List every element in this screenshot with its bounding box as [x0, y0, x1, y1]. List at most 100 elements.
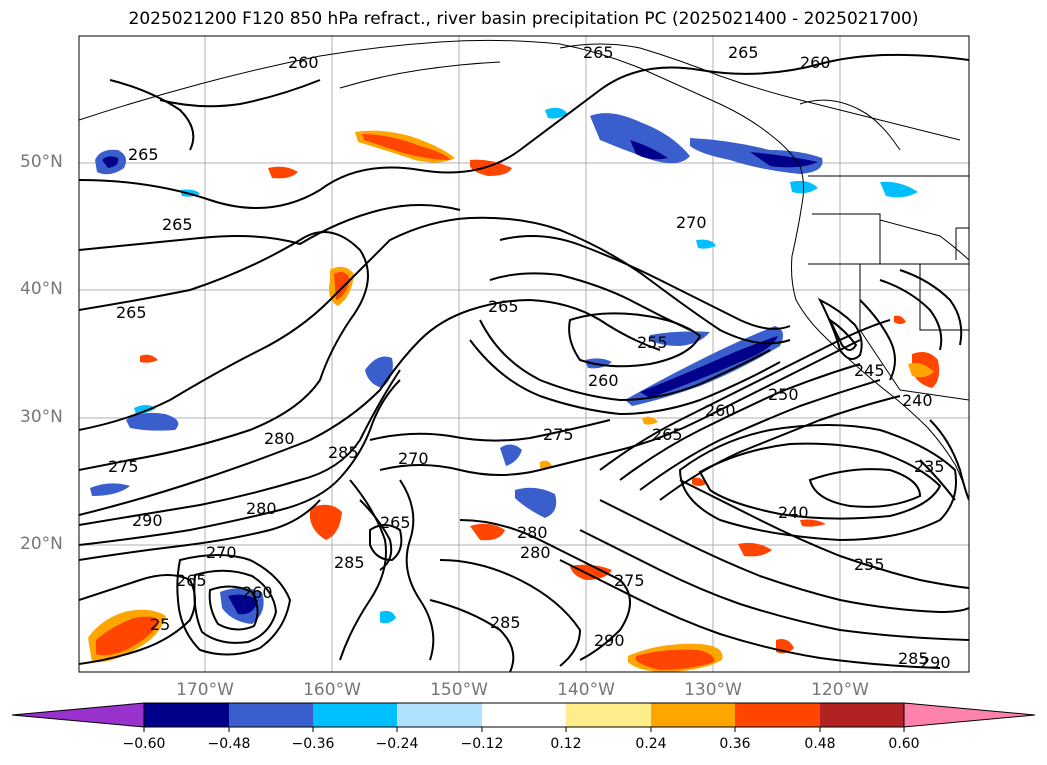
contour-label: 265: [162, 215, 193, 234]
lon-label-150w: 150°W: [430, 680, 488, 700]
colorbar-bin: [144, 703, 229, 727]
precip-blob: [570, 564, 612, 580]
precip-blob: [738, 542, 772, 557]
colorbar-bin: [735, 703, 820, 727]
contour-label: 240: [778, 503, 809, 522]
precip-blob: [642, 416, 658, 425]
precip-blob: [470, 523, 505, 541]
precip-blob: [800, 519, 826, 527]
colorbar-tick-label: 0.36: [719, 736, 751, 752]
contour-label: 25: [150, 615, 170, 634]
refractivity-contours: [79, 53, 969, 672]
colorbar-tick-label: −0.36: [291, 736, 335, 752]
precip-blob: [470, 159, 512, 176]
contour-label: 260: [588, 371, 619, 390]
colorbar-bin: [566, 703, 651, 727]
precip-blob: [134, 405, 156, 414]
precip-blob: [630, 140, 668, 160]
contour-label: 280: [517, 523, 548, 542]
precip-blob: [880, 181, 918, 198]
colorbar-bin: [397, 703, 482, 727]
contour-label: 265: [488, 297, 519, 316]
precip-blob: [696, 239, 716, 249]
lat-label-20n: 20°N: [20, 534, 63, 554]
contour-label: 290: [132, 511, 163, 530]
colorbar-bin: [820, 703, 904, 727]
precip-blob: [102, 156, 119, 168]
precip-blob: [515, 487, 557, 518]
colorbar-tick-label: −0.24: [375, 736, 419, 752]
colorbar-bin: [651, 703, 735, 727]
precip-blob: [590, 113, 690, 164]
contour-label: 285: [490, 613, 521, 632]
contour-label: 265: [116, 303, 147, 322]
contour-label: 285: [328, 443, 359, 462]
contour-label: 260: [288, 53, 319, 72]
contour-label: 255: [854, 555, 885, 574]
chart-title: 2025021200 F120 850 hPa refract., river …: [128, 9, 919, 29]
precip-blob: [310, 504, 342, 540]
contour-label: 285: [898, 649, 929, 668]
precip-blob: [894, 315, 906, 324]
map-frame: [78, 35, 970, 673]
precip-blob: [96, 616, 160, 656]
precip-blob: [545, 107, 568, 119]
precip-blob: [90, 483, 130, 496]
contour-label: 235: [914, 457, 945, 476]
lat-label-40n: 40°N: [20, 279, 63, 299]
lat-label-30n: 30°N: [20, 407, 63, 427]
contour-label: 275: [543, 425, 574, 444]
lon-label-120w: 120°W: [811, 680, 869, 700]
lat-label-50n: 50°N: [20, 152, 63, 172]
contour-label: 250: [768, 385, 799, 404]
contour-label: 260: [705, 401, 736, 420]
precip-blob: [640, 336, 778, 398]
contour-label: 265: [128, 145, 159, 164]
contour-label: 240: [902, 391, 933, 410]
contour-label: 280: [520, 543, 551, 562]
precip-blob: [140, 354, 158, 363]
precip-blob: [380, 610, 396, 624]
contour-label: 285: [334, 553, 365, 572]
precip-blob: [636, 649, 715, 670]
contour-label: 260: [800, 53, 831, 72]
precip-blob: [268, 166, 298, 179]
precip-blob: [908, 363, 934, 378]
contour-label: 280: [264, 429, 295, 448]
colorbar-max-arrow: [903, 702, 1036, 728]
colorbar-tick-label: 0.48: [804, 736, 836, 752]
precip-blob: [540, 460, 552, 469]
lon-label-130w: 130°W: [684, 680, 742, 700]
contour-label: 290: [594, 631, 625, 650]
contour-label: 270: [398, 449, 429, 468]
contour-label: 270: [676, 213, 707, 232]
precipitation-shading: [88, 107, 940, 672]
colorbar-min-arrow: [11, 702, 145, 728]
precip-blob: [126, 412, 179, 431]
contour-labels: 260 265 265 260 265 265 265 270 265 255 …: [108, 43, 951, 672]
contour-label: 275: [108, 457, 139, 476]
lon-label-170w: 170°W: [176, 680, 234, 700]
contour-label: 245: [854, 361, 885, 380]
contour-label: 255: [637, 333, 668, 352]
coastlines: [79, 39, 969, 501]
contour-label: 265: [728, 43, 759, 62]
contour-label: 265: [583, 43, 614, 62]
colorbar-tick-label: −0.60: [122, 736, 166, 752]
colorbar-tick-label: 0.60: [888, 736, 920, 752]
precip-blob: [750, 152, 818, 168]
colorbar-tick-label: 0.12: [550, 736, 582, 752]
contour-label: 265: [176, 571, 207, 590]
contour-label: 280: [246, 499, 277, 518]
precip-blob: [692, 477, 706, 486]
colorbar-bin: [313, 703, 397, 727]
contour-label: 270: [206, 543, 237, 562]
colorbar-tick-label: 0.24: [635, 736, 667, 752]
lon-label-160w: 160°W: [303, 680, 361, 700]
contour-label: 265: [380, 513, 411, 532]
colorbar-tick-label: −0.48: [207, 736, 251, 752]
colorbar-bin: [482, 703, 566, 727]
contour-label: 265: [652, 425, 683, 444]
precip-blob: [228, 594, 258, 615]
colorbar: [11, 702, 1036, 732]
